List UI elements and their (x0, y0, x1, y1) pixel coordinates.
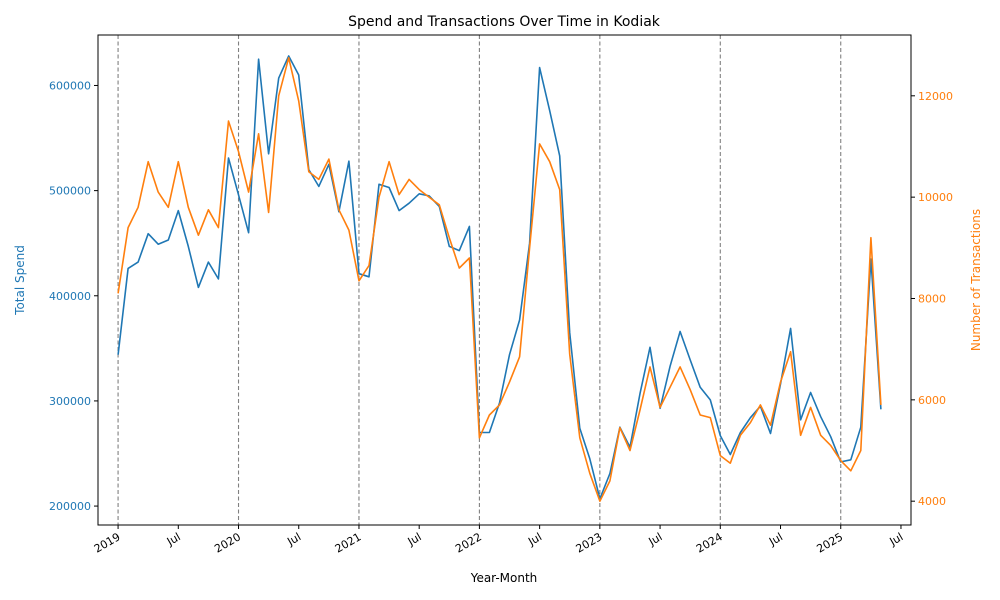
left-y-tick-label: 400000 (49, 290, 91, 303)
plot-area-frame (97, 34, 912, 526)
x-tick-label: Jul (766, 530, 785, 548)
left-y-tick-label: 300000 (49, 395, 91, 408)
x-tick-label: Jul (525, 530, 544, 548)
x-tick-label: 2020 (212, 530, 243, 555)
x-tick-label: 2025 (814, 530, 845, 555)
left-y-axis-label: Total Spend (13, 245, 27, 316)
x-tick-label: Jul (887, 530, 906, 548)
x-tick-label: 2022 (453, 530, 484, 555)
x-tick-label: Jul (646, 530, 665, 548)
transactions-line (117, 56, 882, 503)
x-tick-label: 2021 (333, 530, 364, 555)
x-tick-label: Jul (405, 530, 424, 548)
right-y-axis-ticks: 4000 6000 8000 10000 12000 (911, 90, 953, 508)
x-tick-label: Jul (164, 530, 183, 548)
left-y-axis-ticks: 200000 300000 400000 500000 600000 (49, 79, 98, 513)
right-y-tick-label: 12000 (918, 90, 953, 103)
series-lines (117, 55, 882, 503)
year-markers (117, 35, 842, 525)
right-y-tick-label: 6000 (918, 394, 946, 407)
right-y-axis-label: Number of Transactions (969, 209, 983, 351)
x-tick-label: 2024 (694, 530, 725, 555)
total-spend-line (117, 55, 882, 500)
left-y-tick-label: 500000 (49, 185, 91, 198)
right-y-tick-label: 4000 (918, 495, 946, 508)
x-axis-label: Year-Month (470, 571, 538, 585)
left-y-tick-label: 200000 (49, 500, 91, 513)
left-y-tick-label: 600000 (49, 79, 91, 92)
x-tick-label: 2023 (574, 530, 605, 555)
right-y-tick-label: 8000 (918, 292, 946, 305)
right-y-tick-label: 10000 (918, 191, 953, 204)
x-tick-label: Jul (284, 530, 303, 548)
chart-title: Spend and Transactions Over Time in Kodi… (348, 14, 661, 30)
x-tick-label: 2019 (92, 530, 123, 555)
x-axis-ticks: 2019 Jul 2020 Jul 2021 Jul 2022 Jul 2023 Jul 2024 J… (92, 525, 906, 556)
